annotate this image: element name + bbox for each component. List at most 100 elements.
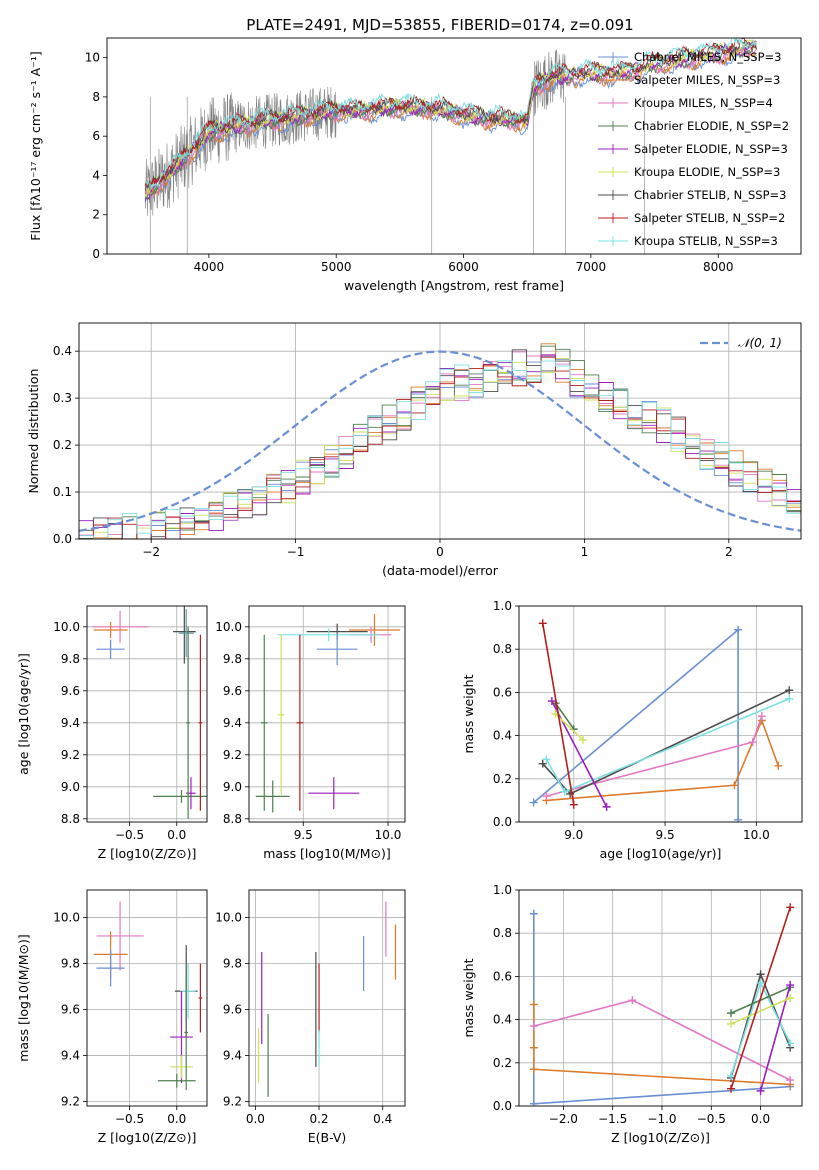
y-tick-label: 9.0 — [223, 780, 242, 794]
weight-series-line — [730, 997, 791, 1025]
y-axis-label: mass weight — [461, 674, 476, 753]
weight-point-marker — [786, 1076, 795, 1085]
x-tick-label: 1 — [581, 545, 589, 559]
y-tick-label: 0.0 — [493, 815, 512, 829]
y-tick-label: 0.4 — [493, 1013, 512, 1027]
y-tick-label: 9.8 — [61, 957, 80, 971]
y-tick-label: 1.0 — [493, 599, 512, 613]
axes-frame — [518, 605, 803, 823]
y-tick-label: 9.8 — [223, 957, 242, 971]
y-tick-label: 0.1 — [53, 485, 72, 499]
plot-area — [91, 606, 207, 819]
axes-frame — [248, 605, 406, 823]
axes-frame — [86, 605, 208, 823]
weight-point-marker — [628, 996, 637, 1005]
axes-frame — [248, 889, 406, 1107]
weight-point-marker — [542, 792, 551, 801]
x-tick-label: −2 — [142, 545, 160, 559]
x-tick-label: −0.5 — [115, 1112, 144, 1126]
x-axis-label: wavelength [Angstrom, rest frame] — [344, 278, 564, 293]
weight-point-marker — [756, 970, 765, 979]
plot-area — [79, 343, 801, 539]
panel-6: 0.0 0.2 0.4 9.2 9.4 9.6 9.8 10.0 E(B-V) — [215, 889, 406, 1145]
x-tick-label: 7000 — [576, 260, 607, 274]
x-tick-label: 0.0 — [167, 828, 186, 842]
legend-entry: Salpeter ELODIE, N_SSP=3 — [634, 142, 788, 156]
legend-entry: 𝒩(0, 1) — [738, 336, 782, 350]
weight-point-marker — [756, 978, 765, 987]
y-tick-label: 8.8 — [223, 812, 242, 826]
weight-series-line — [551, 700, 608, 808]
y-tick-label: 9.6 — [223, 684, 242, 698]
panel-0: 4000 5000 6000 7000 8000 0 2 4 6 8 10 wavelength [A… — [28, 37, 802, 293]
spectrum-title: PLATE=2491, MJD=53855, FIBERID=0174, z=0… — [246, 16, 633, 34]
x-tick-label: 9.5 — [294, 828, 313, 842]
x-tick-label: −0.5 — [115, 828, 144, 842]
weight-point-marker — [727, 1019, 736, 1028]
model-spectrum-line — [144, 39, 757, 202]
weight-series-line — [554, 713, 584, 741]
plot-area — [144, 38, 757, 254]
y-axis-label: age [log10(age/yr)] — [16, 653, 31, 775]
y-axis-label: mass [log10(M/M⊙)] — [16, 934, 31, 1062]
x-axis-label: Z [log10(Z/Z⊙)] — [98, 846, 197, 861]
y-tick-label: 0.0 — [493, 1099, 512, 1113]
y-tick-label: 0.3 — [53, 391, 72, 405]
x-axis-label: Z [log10(Z/Z⊙)] — [611, 1130, 710, 1145]
y-tick-label: 0.2 — [53, 438, 72, 452]
y-tick-label: 9.4 — [61, 1048, 80, 1062]
x-tick-label: 0 — [436, 545, 444, 559]
legend-entry: Kroupa STELIB, N_SSP=3 — [634, 234, 778, 248]
legend-entry: Chabrier ELODIE, N_SSP=2 — [634, 119, 789, 133]
weight-point-marker — [730, 781, 739, 790]
y-tick-label: 9.2 — [61, 1094, 80, 1108]
y-tick-label: 8.8 — [61, 812, 80, 826]
weight-point-marker — [578, 735, 587, 744]
panel-3: 9.5 10.0 8.8 9.0 9.2 9.4 9.6 9.8 10.0 mass [log10… — [215, 605, 406, 861]
y-tick-label: 0.2 — [493, 1056, 512, 1070]
x-axis-label: (data-model)/error — [382, 563, 499, 578]
axes-frame — [518, 889, 803, 1107]
x-tick-label: 8000 — [703, 260, 734, 274]
y-tick-label: 9.6 — [223, 1002, 242, 1016]
y-tick-label: 0.4 — [53, 344, 72, 358]
weight-point-marker — [734, 625, 743, 634]
axes-frame — [78, 322, 802, 540]
y-tick-label: 10.0 — [215, 911, 242, 925]
y-tick-label: 6 — [92, 129, 100, 143]
model-spectrum-line — [145, 38, 757, 189]
x-axis-label: age [log10(age/yr)] — [600, 846, 722, 861]
y-tick-label: 10.0 — [215, 620, 242, 634]
residual-histogram — [79, 358, 801, 539]
weight-point-marker — [529, 1000, 538, 1009]
x-tick-label: −2.0 — [549, 1112, 578, 1126]
y-tick-label: 0 — [92, 247, 100, 261]
y-axis-label: mass weight — [461, 958, 476, 1037]
x-axis-label: Z [log10(Z/Z⊙)] — [98, 1130, 197, 1145]
x-tick-label: −1.0 — [647, 1112, 676, 1126]
residual-histogram — [79, 343, 801, 539]
y-tick-label: 8 — [92, 90, 100, 104]
y-tick-label: 9.4 — [61, 716, 80, 730]
weight-point-marker — [757, 712, 766, 721]
weight-series-line — [546, 715, 763, 797]
y-tick-label: 4 — [92, 168, 100, 182]
x-tick-label: −1.5 — [598, 1112, 627, 1126]
y-tick-label: 9.2 — [223, 1094, 242, 1108]
x-tick-label: 10.0 — [375, 828, 402, 842]
x-tick-label: 0.0 — [751, 1112, 770, 1126]
y-tick-label: 9.4 — [223, 1048, 242, 1062]
y-tick-label: 0.2 — [493, 772, 512, 786]
legend-entry: Salpeter MILES, N_SSP=3 — [634, 73, 780, 87]
panel-5: −0.5 0.0 9.2 9.4 9.6 9.8 10.0 Z [log10(Z/Z⊙)] ma… — [16, 889, 208, 1145]
weight-point-marker — [542, 755, 551, 764]
x-tick-label: −1 — [287, 545, 305, 559]
x-axis-label: mass [log10(M/M⊙)] — [263, 846, 391, 861]
plot-area — [255, 614, 400, 813]
y-tick-label: 9.0 — [61, 780, 80, 794]
x-tick-label: 9.5 — [656, 828, 675, 842]
panel-7: −2.0 −1.5 −1.0 −0.5 0.0 0.0 0.2 0.4 0.6 0.8 1.0 Z [… — [461, 883, 803, 1145]
y-axis-label: Flux [fλ10⁻¹⁷ erg cm⁻² s⁻¹ A⁻¹] — [28, 51, 43, 240]
weight-series-line — [546, 718, 780, 802]
